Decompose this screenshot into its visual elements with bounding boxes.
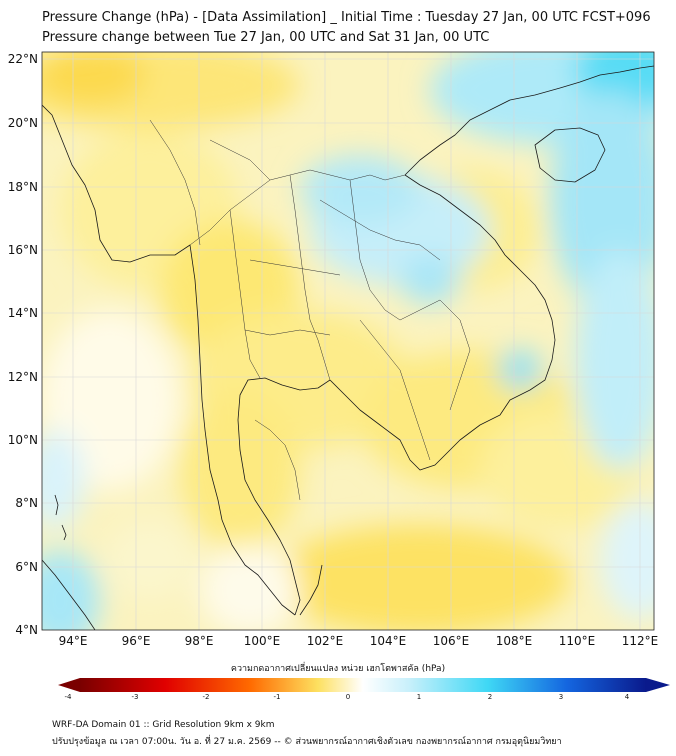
lat-label: 6°N [15, 560, 38, 574]
lon-label: 100°E [243, 634, 281, 648]
lon-label: 106°E [432, 634, 470, 648]
lat-label: 16°N [7, 243, 38, 257]
colorbar-tick: -4 [64, 693, 72, 701]
lat-label: 22°N [7, 52, 38, 66]
colorbar-tick: -2 [202, 693, 210, 701]
colorbar-tick: 3 [558, 693, 564, 701]
map-frame [41, 51, 655, 631]
colorbar [58, 678, 670, 692]
footer-credit: ปรับปรุงข้อมูล ณ เวลา 07:00น. วัน อ. ที่… [52, 737, 562, 747]
lon-label: 104°E [369, 634, 407, 648]
lat-label: 10°N [7, 433, 38, 447]
lat-label: 4°N [15, 623, 38, 637]
lon-label: 96°E [121, 634, 151, 648]
lat-label: 8°N [15, 496, 38, 510]
colorbar-tick: 1 [416, 693, 422, 701]
lat-label: 18°N [7, 180, 38, 194]
colorbar-tick: 4 [624, 693, 630, 701]
colorbar-label: ความกดอากาศเปลี่ยนแปลง หน่วย เฮกโตพาสคัล… [230, 664, 446, 674]
lon-label: 102°E [306, 634, 344, 648]
lon-label: 108°E [495, 634, 533, 648]
colorbar-tick: 2 [487, 693, 493, 701]
lon-label: 94°E [58, 634, 88, 648]
colorbar-tick: 0 [345, 693, 351, 701]
lat-label: 14°N [7, 306, 38, 320]
lat-label: 12°N [7, 370, 38, 384]
map-title: Pressure Change (hPa) - [Data Assimilati… [42, 10, 651, 25]
lon-label: 98°E [184, 634, 214, 648]
colorbar-tick: -3 [131, 693, 139, 701]
coastlines [42, 65, 654, 630]
lon-label: 110°E [558, 634, 596, 648]
map-subtitle: Pressure change between Tue 27 Jan, 00 U… [42, 30, 490, 45]
province-boundaries [149, 119, 471, 501]
lon-label: 112°E [621, 634, 659, 648]
gridlines [42, 52, 654, 630]
lat-label: 20°N [7, 116, 38, 130]
colorbar-tick: -1 [273, 693, 281, 701]
footer-model-info: WRF-DA Domain 01 :: Grid Resolution 9km … [52, 720, 275, 730]
pressure-field [42, 52, 654, 630]
